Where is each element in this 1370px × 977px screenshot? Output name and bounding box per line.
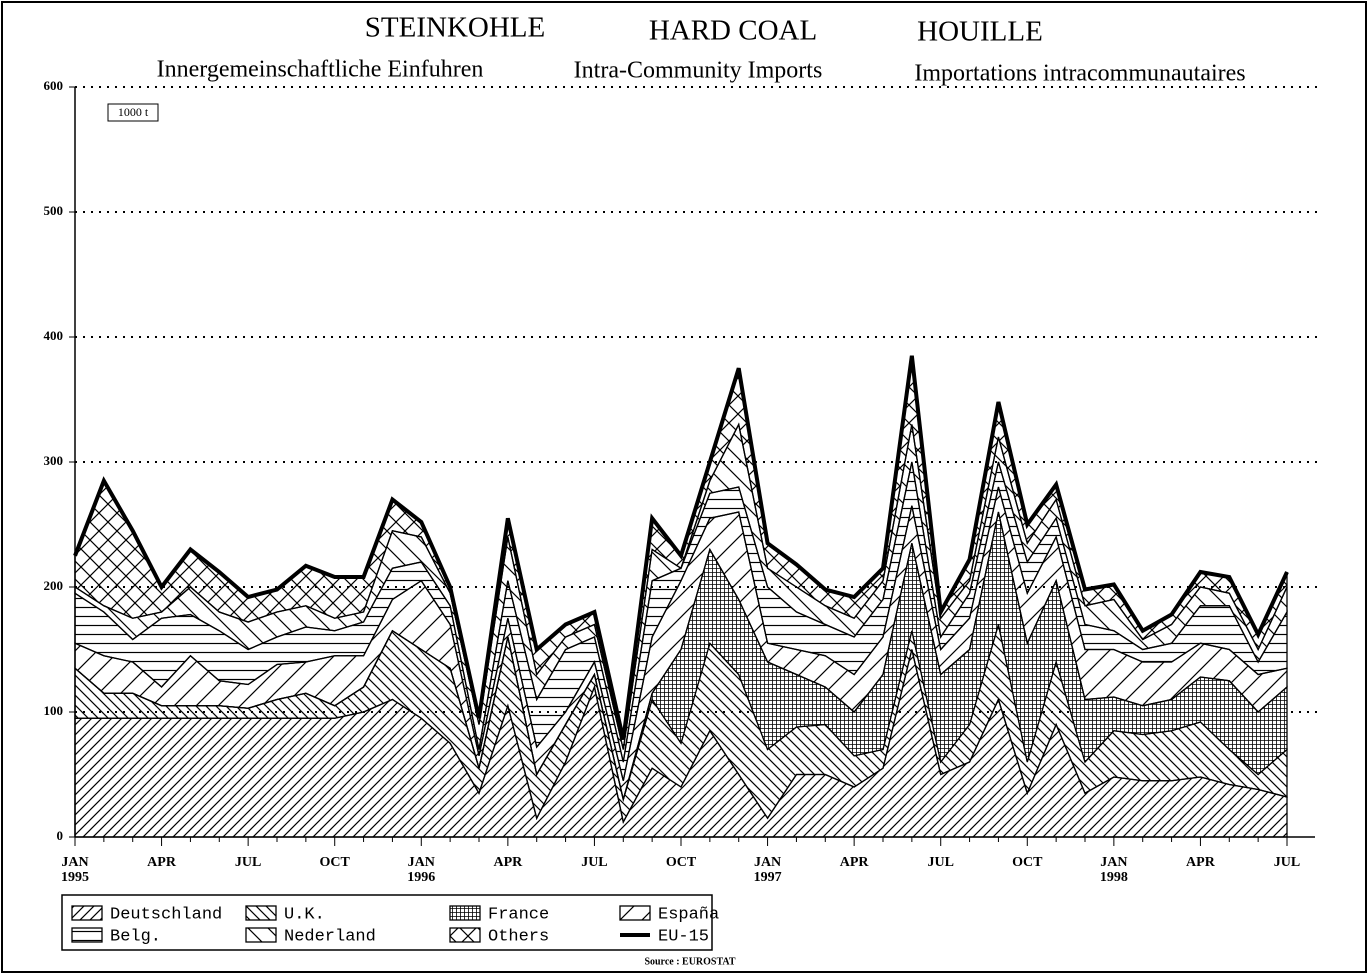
legend-label: EU-15 <box>658 927 709 946</box>
legend-swatch <box>71 905 103 921</box>
y-tick-label: 100 <box>44 703 64 718</box>
total-line <box>73 355 1289 740</box>
legend-swatch <box>449 927 481 943</box>
x-tick-label: JUL <box>581 855 608 870</box>
title: STEINKOHLE <box>365 12 545 44</box>
x-tick-label: OCT <box>319 855 350 870</box>
x-tick-label: OCT <box>665 855 697 870</box>
unit: 1000 t <box>118 105 149 119</box>
legend-swatch <box>71 927 103 943</box>
x-tick-label: JAN 1995 <box>61 855 89 885</box>
unit-box <box>107 103 159 122</box>
legend-label: España <box>658 905 719 924</box>
x-tick-label: APR <box>839 855 869 870</box>
subtitle: Innergemeinschaftliche Einfuhren <box>157 57 484 83</box>
y-tick-label: 400 <box>44 328 64 343</box>
legend-box <box>61 894 713 951</box>
y-tick-label: 300 <box>44 453 64 468</box>
x-tick-label: JUL <box>927 855 954 870</box>
y-tick-label: 200 <box>44 578 64 593</box>
legend-label: Nederland <box>284 927 376 946</box>
y-tick-label: 0 <box>57 828 64 843</box>
y-tick-label: 500 <box>44 203 64 218</box>
x-tick-label: JUL <box>1273 855 1301 870</box>
legend-label: Deutschland <box>110 905 222 924</box>
legend-label: U.K. <box>284 905 325 924</box>
x-tick-label: OCT <box>1012 855 1043 870</box>
x-tick-label: JAN 1996 <box>407 855 436 885</box>
x-tick-label: JUL <box>234 855 262 870</box>
x-tick-label: APR <box>493 855 523 870</box>
subtitle: Intra-Community Imports <box>574 58 823 84</box>
legend-label: Others <box>488 927 549 946</box>
legend-swatch <box>619 905 651 921</box>
y-tick-label: 600 <box>44 78 64 93</box>
x-tick-label: APR <box>147 855 176 870</box>
x-tick-label: JAN 1997 <box>753 855 782 885</box>
title: HOUILLE <box>917 16 1043 48</box>
subtitle: Importations intracommunautaires <box>914 61 1245 87</box>
source: Source : EUROSTAT <box>644 956 735 967</box>
legend-label: Belg. <box>110 927 161 946</box>
x-tick-label: APR <box>1186 855 1215 870</box>
title: HARD COAL <box>649 15 817 47</box>
x-tick-label: JAN 1998 <box>1099 855 1128 885</box>
legend-swatch <box>245 905 277 921</box>
legend-swatch <box>449 905 481 921</box>
legend-label: France <box>488 905 549 924</box>
legend-swatch <box>245 927 277 943</box>
